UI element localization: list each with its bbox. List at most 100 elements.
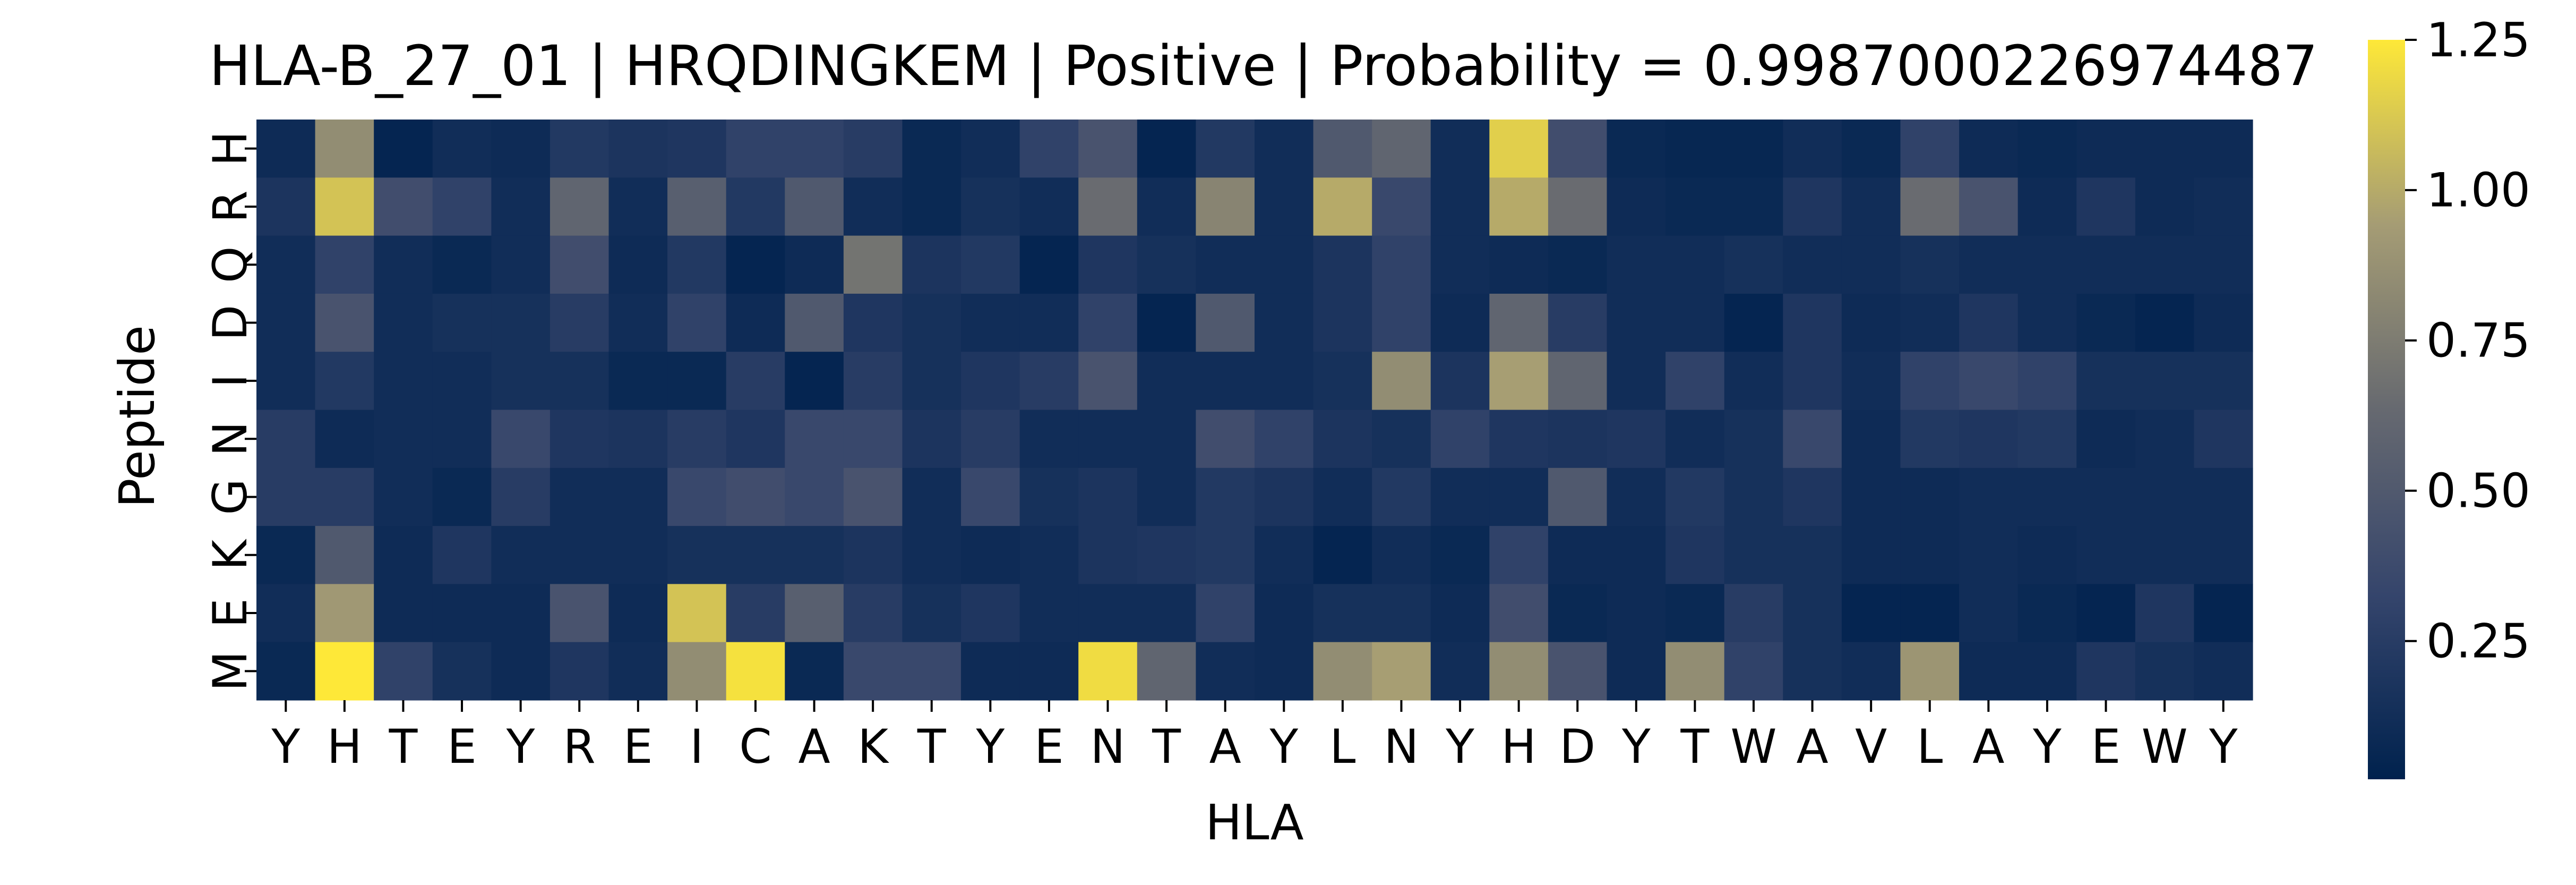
x-tick-label: H <box>327 719 362 774</box>
heatmap-cell <box>667 584 727 643</box>
heatmap-cell <box>1137 410 1197 469</box>
heatmap-cell <box>961 177 1020 236</box>
heatmap-cell <box>608 526 668 584</box>
heatmap-cell <box>1313 177 1372 236</box>
heatmap-cell <box>1783 235 1842 294</box>
heatmap-cell <box>608 352 668 411</box>
heatmap-cell <box>374 177 433 236</box>
heatmap-cell <box>1019 352 1079 411</box>
heatmap-cell <box>2017 293 2077 352</box>
heatmap-cell <box>2194 410 2253 469</box>
heatmap-cell <box>1548 584 1608 643</box>
heatmap-cell <box>1724 235 1783 294</box>
heatmap-cell <box>1665 642 1725 701</box>
heatmap-cell <box>256 120 316 178</box>
heatmap-cell <box>902 467 961 526</box>
heatmap-cell <box>1959 467 2019 526</box>
heatmap-cell <box>785 293 844 352</box>
heatmap-cell <box>2017 235 2077 294</box>
heatmap-cell <box>1665 235 1725 294</box>
heatmap-cell <box>1548 642 1608 701</box>
heatmap-cell <box>1137 177 1197 236</box>
x-tick-label: E <box>1034 719 1064 774</box>
heatmap-cell <box>608 293 668 352</box>
heatmap-cell <box>667 642 727 701</box>
heatmap-cell <box>2135 120 2195 178</box>
x-tick-label: A <box>1972 719 2004 774</box>
x-tick-label: R <box>563 719 596 774</box>
heatmap-cell <box>1607 352 1666 411</box>
x-tick-label: Y <box>2032 719 2062 774</box>
heatmap-cell <box>2194 352 2253 411</box>
x-tick-label: T <box>917 719 947 774</box>
heatmap-cell <box>256 177 316 236</box>
x-tick-label: L <box>1917 719 1943 774</box>
heatmap-cell <box>1137 235 1197 294</box>
heatmap-cell <box>1078 584 1138 643</box>
heatmap-cell <box>1019 467 1079 526</box>
heatmap-cell <box>315 293 374 352</box>
heatmap-cell <box>726 293 785 352</box>
heatmap-cell <box>1489 410 1549 469</box>
x-tick-label: I <box>690 719 703 774</box>
heatmap-cell <box>374 584 433 643</box>
heatmap-cell <box>1137 526 1197 584</box>
heatmap-cell <box>315 177 374 236</box>
heatmap-cell <box>1137 467 1197 526</box>
heatmap-cell <box>1430 526 1490 584</box>
heatmap-cell <box>491 410 551 469</box>
heatmap-cell <box>2017 120 2077 178</box>
heatmap-cell <box>726 352 785 411</box>
colorbar-tick-label: 0.25 <box>2426 614 2530 669</box>
heatmap-cell <box>1959 526 2019 584</box>
heatmap-cell <box>1783 642 1842 701</box>
heatmap-cell <box>785 120 844 178</box>
heatmap-cell <box>961 120 1020 178</box>
heatmap-cell <box>1841 120 1901 178</box>
heatmap-cell <box>726 177 785 236</box>
heatmap-cell <box>256 410 316 469</box>
heatmap-cell <box>1137 120 1197 178</box>
heatmap-cell <box>549 352 609 411</box>
heatmap-cell <box>1019 177 1079 236</box>
heatmap-cell <box>491 584 551 643</box>
heatmap-cell <box>2017 467 2077 526</box>
heatmap-cell <box>1724 177 1783 236</box>
heatmap-cell <box>1489 526 1549 584</box>
heatmap-cell <box>1372 352 1431 411</box>
heatmap-cell <box>1255 352 1314 411</box>
x-tick-label: T <box>1152 719 1181 774</box>
heatmap-cell <box>1078 642 1138 701</box>
heatmap-cell <box>1724 120 1783 178</box>
x-tick-label: Y <box>271 719 300 774</box>
heatmap-cell <box>1196 235 1255 294</box>
heatmap-cell <box>1196 642 1255 701</box>
heatmap-cell <box>1430 293 1490 352</box>
heatmap-cell <box>432 642 492 701</box>
heatmap-cell <box>1783 526 1842 584</box>
heatmap-cell <box>843 467 903 526</box>
heatmap-cell <box>2194 467 2253 526</box>
heatmap-cell <box>1607 467 1666 526</box>
heatmap-cell <box>1841 177 1901 236</box>
heatmap-cell <box>726 467 785 526</box>
heatmap-cell <box>1665 467 1725 526</box>
heatmap-cell <box>1489 642 1549 701</box>
y-axis-ticks: HRQD I NGKEM <box>203 131 257 692</box>
heatmap-cell <box>1900 120 1960 178</box>
heatmap-cell <box>2135 584 2195 643</box>
x-tick-label: Y <box>1621 719 1651 774</box>
heatmap-cell <box>608 410 668 469</box>
heatmap-cell <box>2135 235 2195 294</box>
heatmap-cell <box>2135 410 2195 469</box>
heatmap-cell <box>1430 642 1490 701</box>
heatmap-cell <box>491 293 551 352</box>
heatmap-cells <box>256 120 2253 701</box>
x-tick-label: W <box>2142 719 2188 774</box>
heatmap-cell <box>1196 120 1255 178</box>
heatmap-cell <box>1255 177 1314 236</box>
x-tick-label: H <box>1501 719 1536 774</box>
heatmap-cell <box>1665 293 1725 352</box>
heatmap-cell <box>374 120 433 178</box>
